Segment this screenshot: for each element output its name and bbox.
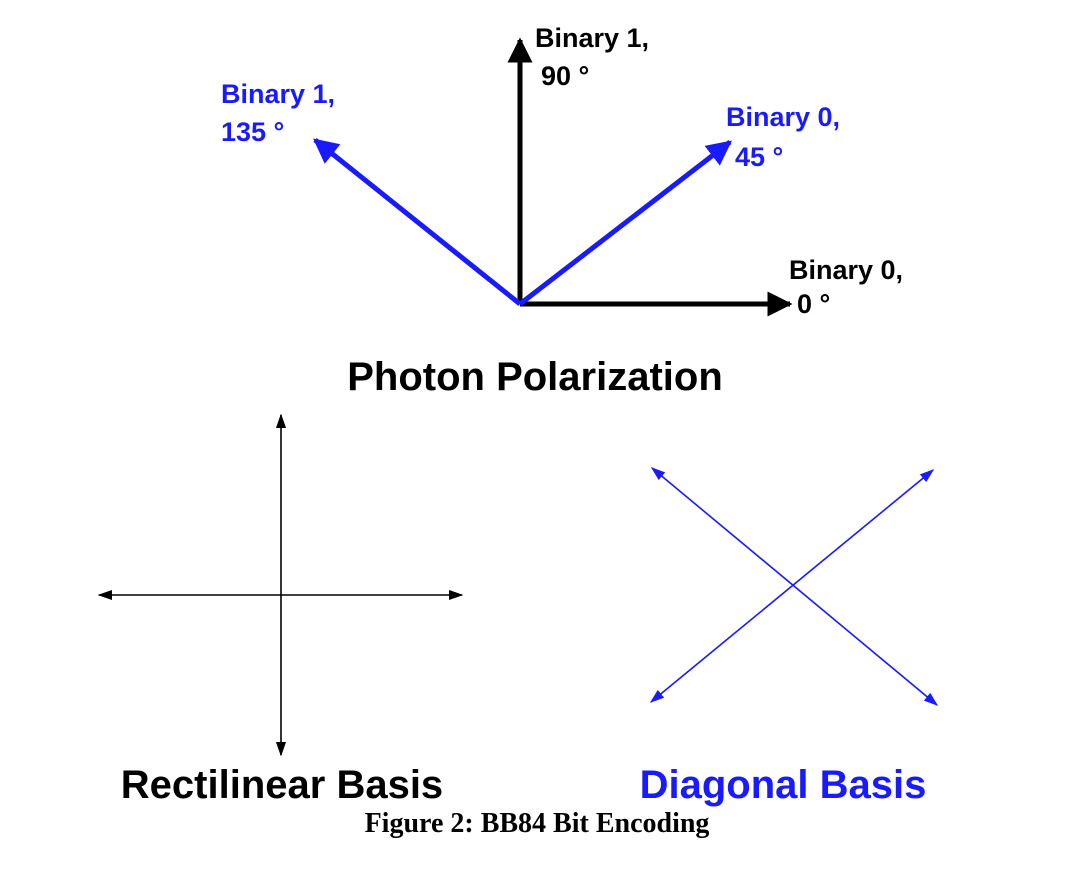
rectilinear-basis-label: Rectilinear Basis	[121, 763, 443, 807]
label-45-line2: 45 °	[735, 142, 783, 172]
photon-polarization-title: Photon Polarization	[347, 355, 723, 399]
label-0-degrees: Binary 0, 0 °	[789, 255, 903, 319]
label-0-line2: 0 °	[797, 289, 830, 319]
arrow-135-degrees	[313, 138, 522, 306]
arrow-45-degrees	[518, 140, 732, 306]
label-45-line1: Binary 0,	[726, 102, 840, 132]
diagonal-axis-a	[650, 467, 939, 706]
diagonal-basis-label: Diagonal Basis	[640, 763, 927, 807]
diagonal-basis	[649, 467, 939, 706]
label-90-line1: Binary 1,	[535, 23, 649, 53]
label-90-line2: 90 °	[541, 61, 589, 91]
label-135-line2: 135 °	[221, 117, 284, 147]
rectilinear-basis	[97, 413, 464, 757]
label-135-line1: Binary 1,	[221, 79, 335, 109]
label-135-degrees: Binary 1, 135 °	[221, 79, 335, 147]
diagonal-axis-b	[649, 469, 935, 703]
label-0-line1: Binary 0,	[789, 255, 903, 285]
label-90-degrees: Binary 1, 90 °	[535, 23, 649, 91]
polarization-arrows	[313, 37, 793, 317]
label-45-degrees: Binary 0, 45 °	[726, 102, 840, 172]
figure-caption: Figure 2: BB84 Bit Encoding	[364, 808, 710, 839]
